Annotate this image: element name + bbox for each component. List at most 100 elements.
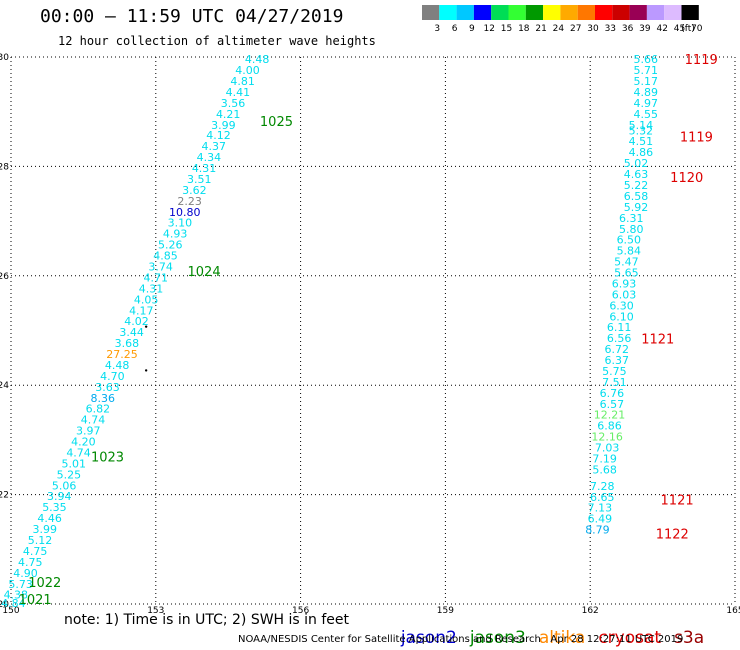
swh-value: 4.71: [144, 271, 169, 284]
scale-swatch: [491, 5, 509, 20]
x-tick-label: 156: [292, 606, 309, 616]
y-tick-label: 24: [0, 381, 9, 391]
swh-value: 4.17: [129, 304, 154, 317]
swh-value: 5.14: [629, 119, 654, 132]
scale-swatch: [508, 5, 526, 20]
swh-value: 6.03: [612, 288, 637, 301]
scale-label: 21: [535, 24, 546, 34]
swh-value: 5.12: [28, 534, 53, 547]
x-tick-label: 165: [726, 606, 740, 616]
swh-value: 4.86: [629, 146, 654, 159]
scale-label: 27: [570, 24, 581, 34]
swh-value: 4.21: [216, 108, 241, 121]
swh-value: 5.71: [633, 64, 658, 77]
swh-value: 4.89: [633, 86, 658, 99]
swh-value: 6.56: [607, 332, 632, 345]
chart-title: 00:00 – 11:59 UTC 04/27/2019: [40, 6, 344, 27]
scale-label: 33: [605, 24, 616, 34]
color-scale: 3 6 9 12 15 18 21 24 27 30 33 36 39 42 45 70(ft): [422, 5, 703, 34]
scale-swatch: [439, 5, 457, 20]
swh-value: 6.49: [588, 513, 613, 526]
y-tick-label: 20: [0, 600, 9, 610]
legend-jason2: jason2: [400, 628, 457, 648]
scale-swatch: [473, 5, 492, 20]
swh-value: 7.28: [590, 480, 615, 493]
swh-value: 2.23: [177, 195, 202, 208]
swh-value: 5.25: [57, 468, 82, 481]
time-label: 1122: [656, 527, 689, 542]
swh-value: 4.34: [197, 151, 222, 164]
swh-value: 3.51: [187, 173, 212, 186]
scale-label: 70: [691, 24, 703, 34]
scale-label: 42: [656, 24, 667, 34]
swh-value: 4.37: [201, 140, 226, 153]
swh-value: 6.86: [597, 420, 622, 433]
swh-value: 5.02: [624, 157, 649, 170]
time-label: 1024: [188, 265, 221, 280]
scale-swatch: [456, 5, 474, 20]
swh-value: 3.99: [211, 119, 236, 132]
swh-value: 3.44: [119, 326, 144, 339]
scale-swatch: [543, 5, 561, 20]
swh-value: 5.47: [614, 256, 639, 269]
legend-cryosat: cryosat: [598, 628, 662, 648]
credit-footer: NOAA/NESDIS Center for Satellite Applica…: [238, 634, 684, 645]
x-tick-label: 159: [437, 606, 454, 616]
swh-value: 7.51: [602, 376, 627, 389]
time-label: 1021: [19, 593, 52, 608]
swh-value: 6.65: [590, 491, 615, 504]
scale-swatch: [525, 5, 544, 20]
swh-value: 4.12: [206, 129, 231, 142]
time-label: 1022: [28, 576, 61, 591]
swh-value: 3.99: [33, 523, 58, 536]
swh-value: 4.97: [633, 97, 658, 110]
scale-swatch: [646, 5, 665, 20]
scale-label: 15: [501, 24, 512, 34]
swh-value: 6.11: [607, 321, 632, 334]
swh-value: 8.36: [90, 392, 115, 405]
swh-value: 12.21: [594, 409, 626, 422]
y-tick-label: 28: [0, 162, 9, 172]
satellite-legend: jason2 jason3 altika cryosat s3a: [390, 608, 717, 648]
x-tick-label: 150: [2, 606, 19, 616]
swh-value: 4.81: [230, 75, 255, 88]
x-tick-label: 162: [582, 606, 599, 616]
swh-value: 3.97: [76, 425, 101, 438]
y-tick-label: 26: [0, 272, 9, 282]
time-label: 1023: [91, 450, 124, 465]
scale-label: 9: [469, 24, 475, 34]
scale-label: 6: [452, 24, 458, 34]
time-label: 1025: [260, 115, 293, 130]
chart-subtitle: 12 hour collection of altimeter wave hei…: [58, 34, 376, 48]
swh-value: 4.74: [66, 446, 91, 459]
swh-value: 5.75: [602, 365, 627, 378]
scale-swatch: [560, 5, 578, 20]
swh-value: 5.80: [619, 223, 644, 236]
swh-value: 4.84: [1, 597, 26, 610]
y-tick-label: 30: [0, 53, 9, 63]
legend-s3a: s3a: [674, 628, 705, 648]
swh-value: 7.19: [592, 452, 617, 465]
swh-value: 5.73: [8, 578, 33, 591]
swh-value: 5.84: [617, 245, 642, 258]
swh-value: 4.75: [18, 556, 43, 569]
swh-value: 4.48: [105, 359, 130, 372]
scale-label: 45: [674, 24, 685, 34]
swh-value: 6.82: [86, 403, 111, 416]
x-tick-label: 153: [147, 606, 164, 616]
swh-value: 5.17: [633, 75, 658, 88]
scale-label: 30: [587, 24, 599, 34]
footnote: note: 1) Time is in UTC; 2) SWH is in fe…: [64, 612, 350, 628]
swh-value: 4.02: [124, 315, 149, 328]
swh-value: 3.94: [47, 490, 72, 503]
swh-value: 6.50: [617, 234, 642, 247]
point-marker: [144, 325, 148, 328]
swh-value: 6.37: [604, 354, 629, 367]
swh-value: 8.79: [585, 524, 610, 537]
swh-value: 4.74: [81, 414, 106, 427]
swh-value: 6.10: [609, 310, 634, 323]
scale-swatch: [629, 5, 647, 20]
swh-value: 4.90: [13, 567, 38, 580]
swh-value: 5.22: [624, 179, 649, 192]
